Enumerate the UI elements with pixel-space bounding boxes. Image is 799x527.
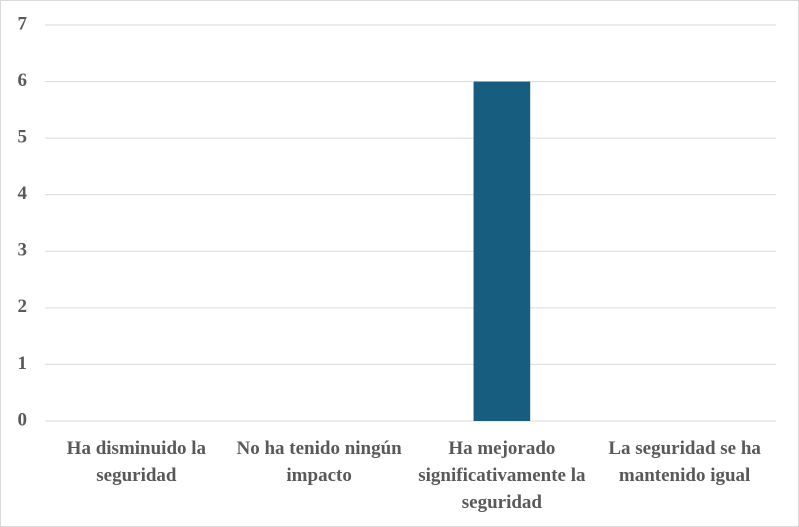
x-tick-label: Ha disminuido la seguridad xyxy=(66,438,207,486)
y-tick-label: 2 xyxy=(18,296,28,317)
bar xyxy=(473,81,531,422)
x-tick-label: No ha tenido ningún impacto xyxy=(236,438,402,486)
y-tick-label: 0 xyxy=(18,409,28,430)
y-tick-label: 1 xyxy=(18,353,28,374)
y-tick-label: 5 xyxy=(18,127,28,148)
x-tick-label: La seguridad se ha mantenido igual xyxy=(608,438,761,486)
y-tick-label: 4 xyxy=(18,183,28,204)
x-tick-label: Ha mejorado significativamente la seguri… xyxy=(418,438,586,513)
y-tick-label: 6 xyxy=(18,70,28,91)
y-tick-label: 3 xyxy=(18,240,28,261)
y-tick-label: 7 xyxy=(18,13,28,34)
